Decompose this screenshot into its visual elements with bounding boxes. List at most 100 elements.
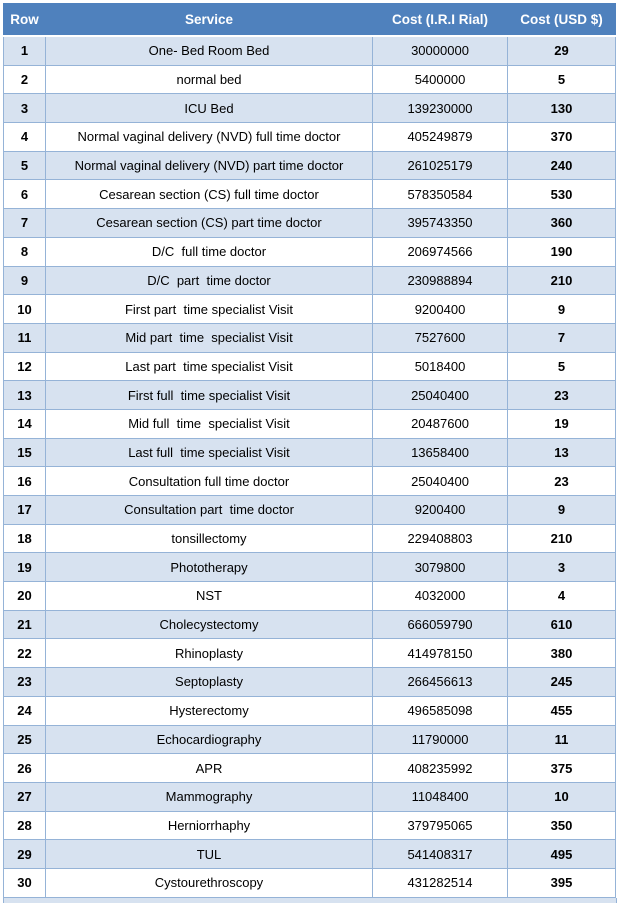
cell-rial: 395743350 [372,208,508,238]
table-row: 24 Hysterectomy 496585098 455 [3,695,616,726]
cell-row: 16 [3,466,46,496]
cell-service: Last part time specialist Visit [45,351,373,382]
cell-rial: 9200400 [372,294,508,324]
cell-usd: 9 [507,294,616,324]
cell-rial: 414978150 [372,638,508,669]
cell-usd: 190 [507,236,616,267]
cell-usd: 13 [507,437,616,468]
cell-service: Phototherapy [45,552,373,583]
cell-service: Herniorrhaphy [45,810,373,841]
cutoff-row-strip [3,898,617,903]
table-row: 15 Last full time specialist Visit 1365840… [3,437,616,468]
cell-usd: 3 [507,552,616,583]
cell-row: 10 [3,294,46,324]
table-row: 23 Septoplasty 266456613 245 [3,667,616,697]
cell-row: 28 [3,810,46,841]
cell-row: 17 [3,495,46,525]
cell-usd: 380 [507,638,616,669]
cell-rial: 139230000 [372,93,508,124]
cell-service: TUL [45,839,373,869]
cell-rial: 5018400 [372,351,508,382]
cell-service: NST [45,581,373,611]
cell-rial: 9200400 [372,495,508,525]
cell-row: 1 [3,35,46,66]
table-row: 11 Mid part time specialist Visit 7527600 7 [3,322,616,353]
cell-rial: 230988894 [372,265,508,296]
table-row: 6 Cesarean section (CS) full time doctor 5… [3,179,616,210]
cell-rial: 666059790 [372,609,508,640]
header-cell-row: Row [3,3,46,37]
cell-service: Hysterectomy [45,695,373,726]
cell-rial: 261025179 [372,150,508,181]
cell-service: Consultation full time doctor [45,466,373,496]
cell-usd: 23 [507,466,616,496]
header-row: Row Service Cost (I.R.I Rial) Cost (USD … [3,3,616,37]
cell-rial: 229408803 [372,523,508,554]
cell-service: Mid part time specialist Visit [45,322,373,353]
cell-service: Cystourethroscopy [45,867,373,898]
cell-row: 6 [3,179,46,210]
table-row: 10 First part time specialist Visit 920040… [3,294,616,324]
cell-rial: 13658400 [372,437,508,468]
cell-usd: 4 [507,581,616,611]
table-row: 5 Normal vaginal delivery (NVD) part time… [3,150,616,181]
cell-usd: 240 [507,150,616,181]
cell-usd: 360 [507,208,616,238]
cell-usd: 375 [507,753,616,783]
cell-service: Mid full time specialist Visit [45,408,373,439]
table-row: 16 Consultation full time doctor 25040400 2… [3,466,616,496]
cell-usd: 7 [507,322,616,353]
cell-usd: 29 [507,35,616,66]
cell-usd: 210 [507,265,616,296]
cell-rial: 11048400 [372,781,508,812]
cell-service: ICU Bed [45,93,373,124]
cell-row: 22 [3,638,46,669]
cell-service: tonsillectomy [45,523,373,554]
cell-service: Consultation part time doctor [45,495,373,525]
cell-rial: 7527600 [372,322,508,353]
cell-service: Mammography [45,781,373,812]
table-row: 29 TUL 541408317 495 [3,839,616,869]
table-row: 27 Mammography 11048400 10 [3,781,616,812]
cell-usd: 610 [507,609,616,640]
table-row: 7 Cesarean section (CS) part time doctor 3… [3,208,616,238]
cell-service: Cesarean section (CS) full time doctor [45,179,373,210]
services-cost-table: Row Service Cost (I.R.I Rial) Cost (USD … [3,3,616,898]
cell-row: 21 [3,609,46,640]
table-row: 22 Rhinoplasty 414978150 380 [3,638,616,669]
cell-rial: 206974566 [372,236,508,267]
cell-rial: 266456613 [372,667,508,697]
cell-rial: 408235992 [372,753,508,783]
table-row: 19 Phototherapy 3079800 3 [3,552,616,583]
cell-usd: 395 [507,867,616,898]
cell-usd: 9 [507,495,616,525]
cell-row: 8 [3,236,46,267]
cell-rial: 379795065 [372,810,508,841]
table-row: 26 APR 408235992 375 [3,753,616,783]
cell-service: Last full time specialist Visit [45,437,373,468]
table-header: Row Service Cost (I.R.I Rial) Cost (USD … [3,3,616,37]
cell-usd: 5 [507,64,616,95]
cell-service: Normal vaginal delivery (NVD) part time … [45,150,373,181]
cell-row: 19 [3,552,46,583]
table-body: 1 One- Bed Room Bed 30000000 29 2 normal bed 5… [3,35,616,898]
cell-row: 14 [3,408,46,439]
header-cell-usd: Cost (USD $) [507,3,616,37]
cell-usd: 23 [507,380,616,410]
table-row: 28 Herniorrhaphy 379795065 350 [3,810,616,841]
cell-rial: 5400000 [372,64,508,95]
cell-row: 9 [3,265,46,296]
cell-usd: 130 [507,93,616,124]
table-row: 3 ICU Bed 139230000 130 [3,93,616,124]
table-row: 2 normal bed 5400000 5 [3,64,616,95]
cell-usd: 370 [507,122,616,152]
cell-row: 25 [3,724,46,755]
cell-rial: 405249879 [372,122,508,152]
cell-rial: 11790000 [372,724,508,755]
cell-rial: 4032000 [372,581,508,611]
cell-usd: 5 [507,351,616,382]
cell-rial: 431282514 [372,867,508,898]
cell-rial: 496585098 [372,695,508,726]
cell-usd: 495 [507,839,616,869]
